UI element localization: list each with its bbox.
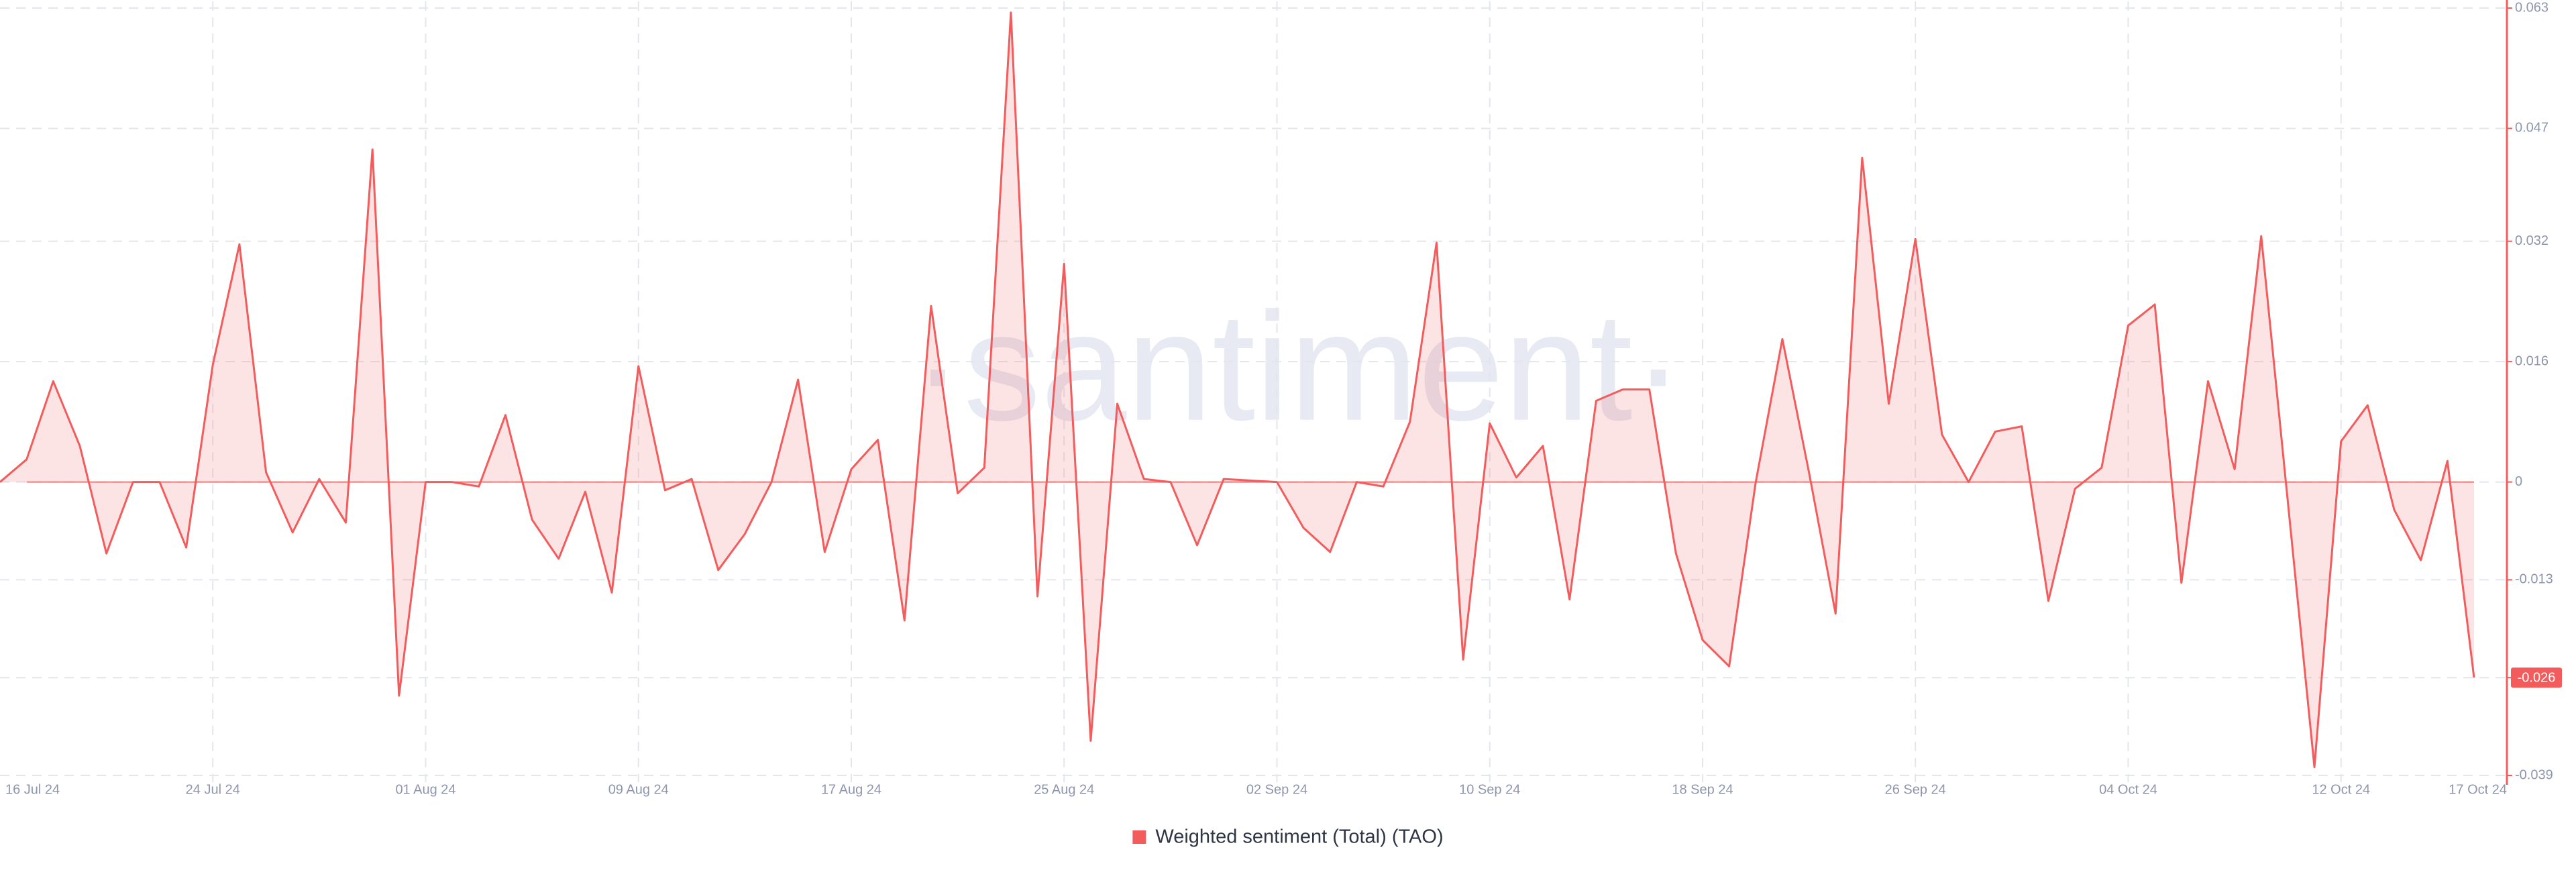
y-tick-label: 0 [2515, 474, 2522, 489]
y-tick-label: -0.026 [2518, 670, 2556, 685]
legend-swatch [1132, 830, 1146, 844]
x-tick-label: 01 Aug 24 [395, 782, 455, 797]
x-tick-label: 24 Jul 24 [186, 782, 240, 797]
legend: Weighted sentiment (Total) (TAO) [1132, 826, 1444, 848]
last-value-badge [2511, 667, 2562, 688]
y-tick-label: 0.063 [2515, 0, 2548, 15]
x-tick-label: 04 Oct 24 [2099, 782, 2157, 797]
y-tick-label: -0.013 [2515, 572, 2553, 587]
x-tick-label: 09 Aug 24 [608, 782, 669, 797]
x-tick-label: 26 Sep 24 [1885, 782, 1946, 797]
x-tick-label: 17 Oct 24 [2449, 782, 2507, 797]
x-tick-label: 18 Sep 24 [1672, 782, 1733, 797]
y-tick-label: 0.032 [2515, 233, 2548, 248]
y-tick-label: 0.016 [2515, 353, 2548, 368]
line [0, 11, 2475, 769]
x-tick-label: 16 Jul 24 [5, 782, 60, 797]
legend-label: Weighted sentiment (Total) (TAO) [1155, 826, 1443, 848]
x-tick-label: 25 Aug 24 [1034, 782, 1094, 797]
y-tick-label: 0.047 [2515, 121, 2548, 135]
x-tick-label: 17 Aug 24 [821, 782, 881, 797]
watermark: ·santiment· [912, 280, 1684, 453]
x-tick-label: 10 Sep 24 [1459, 782, 1520, 797]
x-tick-label: 12 Oct 24 [2312, 782, 2370, 797]
y-tick-label: -0.039 [2515, 767, 2553, 782]
x-tick-label: 02 Sep 24 [1246, 782, 1307, 797]
